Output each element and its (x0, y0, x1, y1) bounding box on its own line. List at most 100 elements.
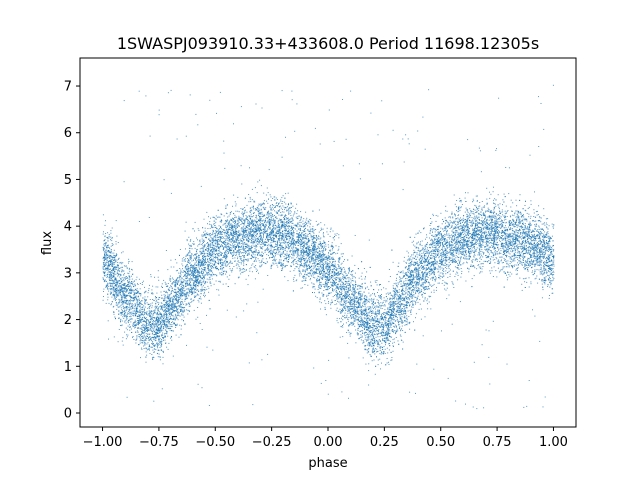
data-point (492, 259, 494, 261)
data-point (116, 272, 118, 274)
data-point (528, 286, 530, 288)
data-point (187, 273, 189, 275)
data-point (228, 246, 230, 248)
data-point (263, 223, 265, 225)
data-point (282, 201, 284, 202)
data-point (119, 288, 121, 290)
data-point (458, 268, 460, 270)
data-point (522, 229, 524, 230)
data-point (111, 271, 113, 273)
data-point (136, 290, 138, 291)
data-point (454, 276, 456, 277)
data-point (349, 288, 351, 290)
data-point (162, 323, 164, 325)
data-point (411, 297, 413, 299)
data-point (204, 246, 206, 248)
data-point (393, 338, 395, 340)
data-point (392, 342, 394, 344)
data-point (517, 229, 519, 231)
data-point (105, 243, 106, 245)
data-point (411, 241, 413, 243)
data-point (246, 229, 248, 231)
data-point (159, 330, 161, 332)
data-point (319, 282, 321, 284)
data-point (476, 200, 478, 202)
data-point (375, 331, 377, 333)
data-point (168, 315, 170, 317)
data-point (300, 254, 302, 256)
data-point (115, 298, 116, 300)
data-point (123, 280, 125, 282)
data-point (177, 300, 179, 302)
data-point (544, 272, 546, 274)
data-point (533, 248, 535, 250)
data-point (238, 262, 240, 263)
data-point (342, 310, 343, 312)
data-point (204, 261, 206, 263)
data-point (527, 228, 529, 230)
data-point (183, 276, 185, 277)
data-point (526, 281, 528, 283)
data-point (119, 289, 121, 291)
data-point (335, 267, 337, 268)
data-point (379, 322, 381, 324)
data-point (179, 272, 181, 274)
data-point (250, 234, 252, 236)
data-point (285, 217, 287, 219)
data-point (440, 255, 442, 257)
data-point (274, 241, 276, 243)
data-point (401, 311, 402, 313)
data-point (280, 237, 282, 239)
data-point (334, 304, 336, 305)
data-point (229, 221, 230, 223)
data-point (387, 338, 389, 340)
data-point (126, 288, 128, 290)
data-point (271, 252, 273, 254)
data-point (385, 320, 387, 322)
data-point (509, 220, 511, 221)
data-point (340, 263, 342, 265)
data-point (503, 259, 505, 261)
data-point (359, 294, 361, 296)
data-point (518, 224, 520, 226)
data-point (278, 226, 280, 228)
data-point (352, 300, 354, 302)
data-point (529, 221, 531, 223)
data-point (191, 248, 193, 250)
data-point (140, 334, 141, 336)
data-point (144, 317, 145, 319)
data-point (516, 273, 518, 275)
data-point (199, 253, 201, 255)
data-point (309, 254, 311, 256)
data-point (225, 265, 227, 267)
data-point (497, 226, 499, 228)
data-point (285, 193, 287, 195)
data-point (269, 194, 271, 196)
data-point (303, 236, 305, 238)
data-point (165, 285, 167, 287)
data-point (125, 322, 127, 324)
data-point (446, 247, 448, 249)
data-point (472, 259, 474, 261)
data-point (456, 220, 458, 222)
data-point (460, 227, 462, 229)
data-point (256, 221, 258, 223)
data-point (124, 291, 126, 292)
data-point (486, 228, 487, 230)
data-point (292, 215, 294, 217)
data-point (551, 265, 553, 267)
data-point (377, 323, 379, 325)
data-point (470, 221, 472, 223)
data-point (152, 299, 154, 300)
data-point (171, 324, 173, 326)
data-point (522, 226, 524, 228)
data-point (326, 280, 328, 282)
data-point (198, 268, 200, 270)
data-point (356, 291, 358, 293)
data-point (541, 270, 543, 272)
data-point (471, 251, 473, 252)
data-point (280, 199, 282, 201)
data-point (365, 303, 367, 305)
data-point (189, 276, 191, 278)
data-point (188, 273, 190, 275)
